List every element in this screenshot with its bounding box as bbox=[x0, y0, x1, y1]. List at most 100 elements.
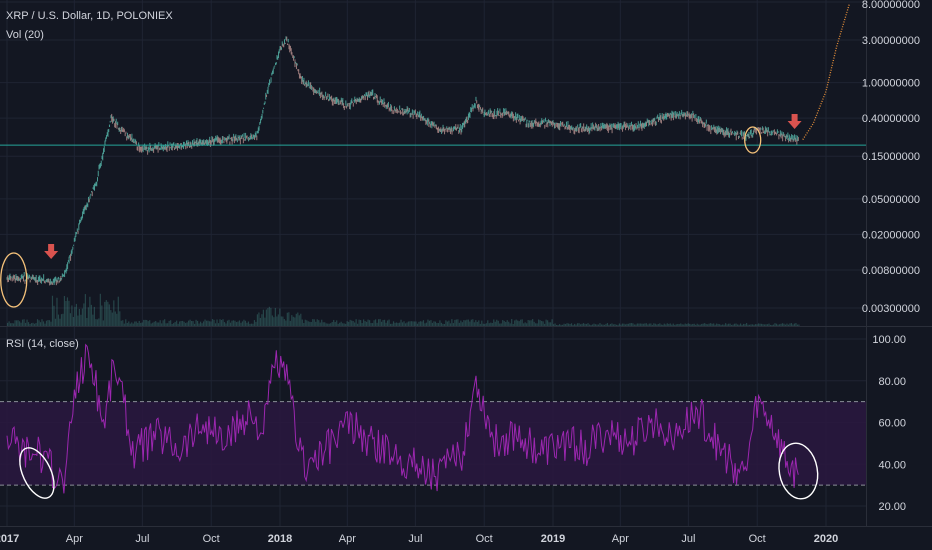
volume-bar bbox=[339, 322, 341, 326]
volume-bar bbox=[742, 323, 745, 326]
volume-bar bbox=[410, 321, 413, 326]
volume-bar bbox=[560, 324, 562, 326]
volume-bar bbox=[144, 319, 146, 326]
volume-bar bbox=[189, 319, 191, 326]
volume-bar bbox=[723, 324, 725, 326]
volume-bar bbox=[627, 323, 629, 326]
volume-bar bbox=[15, 320, 18, 326]
volume-bar bbox=[455, 319, 457, 326]
time-tick-label: 2020 bbox=[814, 533, 838, 545]
volume-bar bbox=[734, 323, 736, 326]
time-tick-label: Oct bbox=[476, 533, 493, 545]
volume-bar bbox=[521, 319, 523, 326]
volume-bar bbox=[780, 323, 782, 326]
volume-bar bbox=[623, 323, 625, 326]
volume-bar bbox=[702, 323, 704, 326]
price-tick-label: 0.00300000 bbox=[862, 303, 920, 315]
volume-bar bbox=[515, 319, 517, 326]
symbol-title[interactable]: XRP / U.S. Dollar, 1D, POLONIEX bbox=[6, 10, 173, 22]
volume-bar bbox=[250, 323, 253, 326]
volume-bar bbox=[371, 323, 374, 326]
volume-bar bbox=[41, 319, 43, 326]
volume-bar bbox=[235, 322, 238, 326]
volume-bar bbox=[624, 324, 627, 326]
volume-bar bbox=[478, 320, 480, 326]
volume-bar bbox=[506, 320, 508, 326]
volume-bar bbox=[132, 323, 134, 326]
volume-bar bbox=[606, 323, 609, 326]
volume-bar bbox=[355, 319, 357, 326]
volume-bar bbox=[524, 322, 526, 326]
volume-bar bbox=[793, 323, 796, 326]
volume-bar bbox=[756, 324, 758, 326]
volume-bar bbox=[116, 313, 118, 326]
volume-bar bbox=[182, 320, 184, 326]
volume-bar bbox=[210, 321, 212, 326]
price-axis[interactable]: 8.00000000 3.00000000 1.00000000 0.40000000… bbox=[862, 0, 920, 315]
annotations bbox=[0, 114, 819, 500]
volume-bar bbox=[9, 323, 12, 326]
volume-bar bbox=[99, 293, 101, 326]
volume-bar bbox=[336, 320, 338, 326]
volume-bar bbox=[470, 319, 472, 326]
volume-bar bbox=[174, 321, 176, 326]
volume-bar bbox=[778, 324, 781, 326]
volume-bar bbox=[318, 320, 320, 326]
volume-bar bbox=[23, 319, 25, 326]
volume-bar bbox=[51, 295, 54, 326]
volume-bar bbox=[357, 323, 359, 326]
volume-bar bbox=[443, 323, 445, 326]
volume-bar bbox=[247, 321, 250, 326]
volume-bar bbox=[177, 323, 179, 326]
volume-bar bbox=[705, 323, 707, 326]
volume-bars bbox=[7, 293, 800, 326]
volume-bar bbox=[482, 323, 484, 326]
time-tick-label: Jul bbox=[408, 533, 422, 545]
volume-bar bbox=[433, 321, 435, 326]
volume-bar bbox=[135, 321, 137, 326]
volume-bar bbox=[678, 324, 680, 326]
volume-bar bbox=[277, 314, 279, 326]
volume-bar bbox=[80, 314, 82, 326]
volume-bar bbox=[53, 305, 55, 326]
volume-bar bbox=[324, 322, 326, 326]
volume-bar bbox=[241, 321, 244, 326]
volume-bar bbox=[126, 322, 128, 326]
volume-bar bbox=[217, 323, 220, 326]
volume-bar bbox=[280, 316, 282, 326]
time-axis[interactable]: 2017 Apr Jul Oct 2018 Apr Jul Oct 2019 Apr Jul Oct 2… bbox=[0, 533, 838, 545]
volume-bar bbox=[751, 324, 754, 326]
rsi-axis[interactable]: 100.00 80.00 60.00 40.00 20.00 bbox=[872, 334, 906, 513]
volume-bar bbox=[454, 319, 456, 326]
volume-indicator-label[interactable]: Vol (20) bbox=[6, 29, 44, 41]
volume-bar bbox=[18, 321, 21, 326]
volume-bar bbox=[319, 322, 321, 326]
volume-bar bbox=[366, 321, 368, 326]
volume-bar bbox=[617, 324, 619, 326]
volume-bar bbox=[231, 320, 233, 326]
volume-bar bbox=[374, 319, 377, 326]
volume-bar bbox=[760, 323, 763, 326]
volume-bar bbox=[530, 320, 532, 326]
volume-bar bbox=[587, 323, 589, 326]
volume-bar bbox=[636, 323, 638, 326]
volume-bar bbox=[74, 306, 76, 326]
volume-bar bbox=[141, 322, 143, 326]
volume-bar bbox=[167, 323, 169, 326]
volume-bar bbox=[8, 321, 10, 326]
volume-bar bbox=[301, 319, 303, 326]
rsi-indicator-label[interactable]: RSI (14, close) bbox=[6, 338, 79, 350]
volume-bar bbox=[346, 321, 348, 326]
volume-bar bbox=[539, 320, 541, 326]
volume-bar bbox=[351, 320, 353, 326]
volume-bar bbox=[265, 309, 267, 326]
volume-bar bbox=[445, 320, 447, 326]
volume-bar bbox=[614, 324, 616, 326]
volume-bar bbox=[630, 323, 632, 326]
volume-bar bbox=[193, 323, 196, 326]
volume-bar bbox=[313, 319, 315, 326]
volume-bar bbox=[726, 324, 728, 326]
volume-bar bbox=[422, 320, 425, 326]
volume-bar bbox=[343, 323, 345, 326]
